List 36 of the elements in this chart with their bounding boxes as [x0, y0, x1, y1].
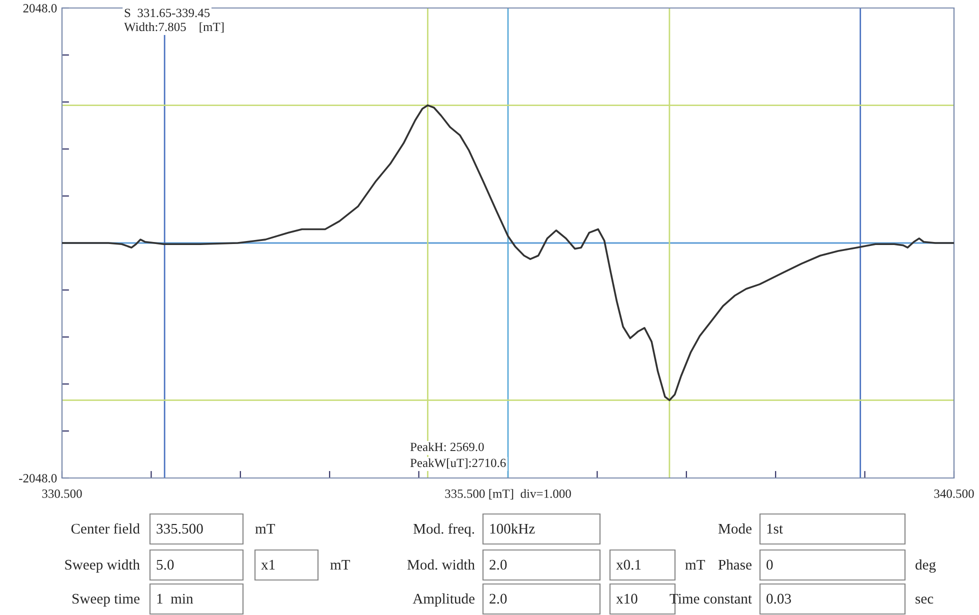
text: x10 [616, 594, 638, 604]
text: Time constant [670, 594, 752, 604]
text: Mod. width [407, 559, 475, 570]
y-tick-label: 2048.0 [23, 4, 57, 13]
text: Sweep width [65, 559, 140, 573]
text: 0.03 [766, 594, 791, 604]
text: Phase [718, 559, 752, 570]
x-tick-label: 330.500 [42, 489, 82, 498]
annotation: S 331.65-339.45 [124, 8, 210, 18]
text: Mod. freq. [413, 523, 474, 537]
annotation: PeakW[uT]:2710.6 [410, 458, 506, 469]
x-tick-label: 335.500 [mT] div=1.000 [445, 489, 571, 500]
text: 0 [766, 560, 773, 570]
y-tick-label: -2048.0 [19, 474, 57, 483]
text: 2.0 [490, 560, 507, 570]
text: Sweep time [72, 594, 140, 607]
text: Center field [71, 523, 140, 534]
x-tick-label: 340.500 [934, 489, 974, 498]
annotation: PeakH: 2569.0 [410, 442, 484, 452]
text: 100kHz [490, 523, 535, 534]
line-series [62, 104, 954, 402]
text: mT [255, 524, 276, 534]
text: x1 [261, 560, 275, 570]
text: deg [916, 559, 936, 573]
text: x0.1 [616, 560, 641, 570]
text: 1st [767, 524, 783, 534]
text: 335.500 [156, 524, 203, 534]
text: 5.0 [156, 560, 174, 570]
text: Amplitude [412, 593, 474, 607]
text: 1 min [157, 594, 194, 604]
text: 2.0 [490, 594, 507, 604]
annotation: Width:7.805 [mT] [124, 22, 224, 33]
text: mT [330, 560, 350, 570]
text: Mode [718, 523, 752, 534]
text: sec [916, 596, 934, 604]
text: mT [685, 560, 706, 570]
